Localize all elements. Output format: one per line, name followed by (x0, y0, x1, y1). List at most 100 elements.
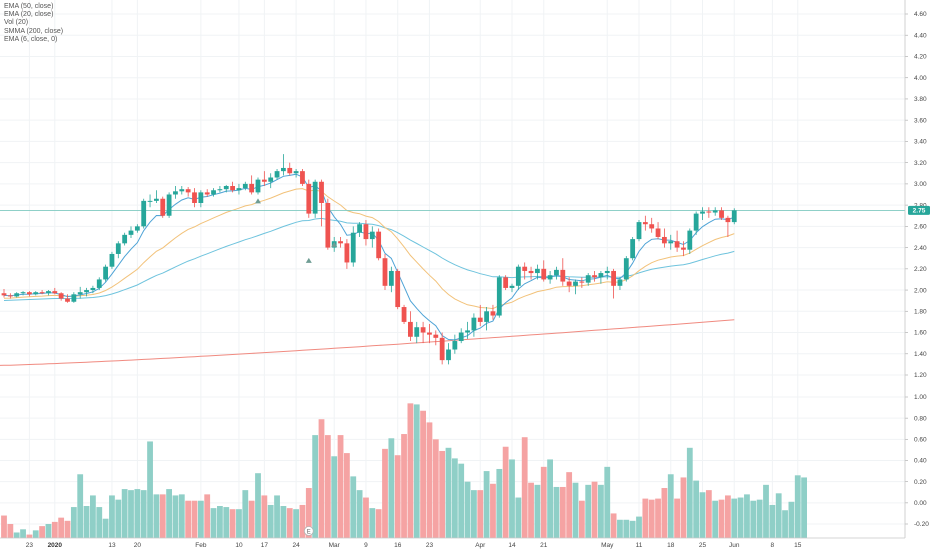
volume-bar (121, 489, 128, 538)
volume-bar (363, 497, 369, 538)
candle-body (281, 167, 286, 172)
candle-body (261, 179, 267, 182)
volume-bar (769, 504, 776, 538)
candle-body (344, 243, 350, 263)
candle-body (249, 183, 255, 193)
candle-body (77, 292, 83, 295)
candle (217, 186, 223, 193)
earnings-marker-icon[interactable]: E (303, 526, 314, 536)
volume-bar (13, 532, 20, 538)
candle-body (515, 266, 521, 286)
volume-bar (496, 468, 503, 538)
volume-bar (788, 501, 795, 538)
y-axis-label: 1.60 (914, 330, 927, 337)
volume-bar (344, 453, 350, 538)
candle-body (503, 277, 509, 288)
earnings-marker-circle (303, 526, 314, 536)
candle (712, 207, 718, 216)
candle-body (477, 317, 483, 322)
candle-body (598, 273, 604, 278)
candle-body (369, 231, 375, 240)
candle (528, 266, 534, 280)
candle-body (395, 270, 401, 308)
y-axis-label: 1.20 (914, 372, 927, 379)
candle (649, 217, 655, 233)
candle-body (414, 327, 420, 337)
volume-bar (394, 455, 401, 538)
y-axis-label: 0.60 (914, 437, 927, 444)
candle-body (725, 217, 731, 223)
candle (198, 190, 204, 208)
candle-body (293, 171, 299, 174)
volume-bar (617, 519, 623, 538)
legend-ema6[interactable]: EMA (6, close, 0) (4, 35, 58, 43)
legend-volume[interactable]: Vol (20) (4, 19, 29, 27)
volume-bar (775, 493, 782, 538)
volume-bar (331, 456, 338, 538)
x-axis-label: 25 (699, 542, 707, 549)
candle (630, 236, 636, 261)
candle (439, 332, 445, 365)
y-axis-label: 0.80 (914, 415, 927, 422)
signal-triangle-icon (255, 198, 261, 204)
legend-ema20[interactable]: EMA (20, close) (4, 11, 54, 19)
volume-bar (324, 435, 331, 538)
candle (242, 181, 248, 191)
candle-body (427, 332, 432, 335)
volume-bar (566, 472, 573, 538)
candle-body (458, 332, 464, 342)
volume-bar (166, 489, 172, 538)
candle-body (141, 200, 147, 227)
volume-bar (217, 506, 223, 538)
volume-bar (318, 419, 325, 538)
candle-body (46, 291, 51, 294)
y-axis-label: 4.60 (914, 11, 927, 18)
candle-body (388, 270, 394, 286)
volume-bar (629, 520, 636, 538)
candle (20, 291, 26, 296)
candle (560, 258, 566, 286)
candle-body (230, 186, 235, 191)
y-axis-label: 1.00 (914, 394, 927, 401)
candle-body (541, 268, 547, 280)
candle (185, 187, 191, 197)
legend-ema50[interactable]: EMA (50, close) (4, 3, 54, 10)
volume-bar (58, 517, 65, 538)
candle (369, 226, 375, 248)
candle-body (236, 188, 242, 191)
candle-body (693, 213, 699, 231)
candle (623, 256, 629, 282)
candle-body (211, 190, 216, 195)
candle-body (287, 167, 293, 174)
volume-bar (191, 500, 198, 538)
volume-bar (210, 508, 217, 538)
volume-bar (83, 506, 90, 538)
volume-bar (553, 486, 560, 538)
volume-bar (248, 500, 255, 538)
candle-body (134, 226, 140, 231)
candle (71, 292, 77, 303)
volume-bar (204, 494, 211, 538)
x-axis-label: 24 (292, 542, 300, 549)
candle (179, 186, 185, 195)
candle (84, 287, 89, 297)
candle-body (27, 292, 32, 295)
volume-bar (153, 494, 160, 538)
volume-bar (388, 438, 395, 538)
candle (293, 169, 299, 178)
candle (128, 226, 134, 239)
volume-bar (699, 492, 706, 538)
candle (617, 277, 623, 291)
y-axis-label: 0.00 (914, 500, 927, 507)
y-axis-label: 3.60 (914, 117, 927, 124)
x-axis-label: 15 (794, 542, 802, 549)
legend-smma200[interactable]: SMMA (200, close) (4, 27, 64, 35)
candle-body (592, 275, 597, 278)
candle (115, 241, 121, 259)
volume-bar (229, 509, 236, 538)
candle-body (103, 266, 108, 280)
volume-bar (109, 495, 115, 538)
volume-bar (509, 459, 515, 538)
